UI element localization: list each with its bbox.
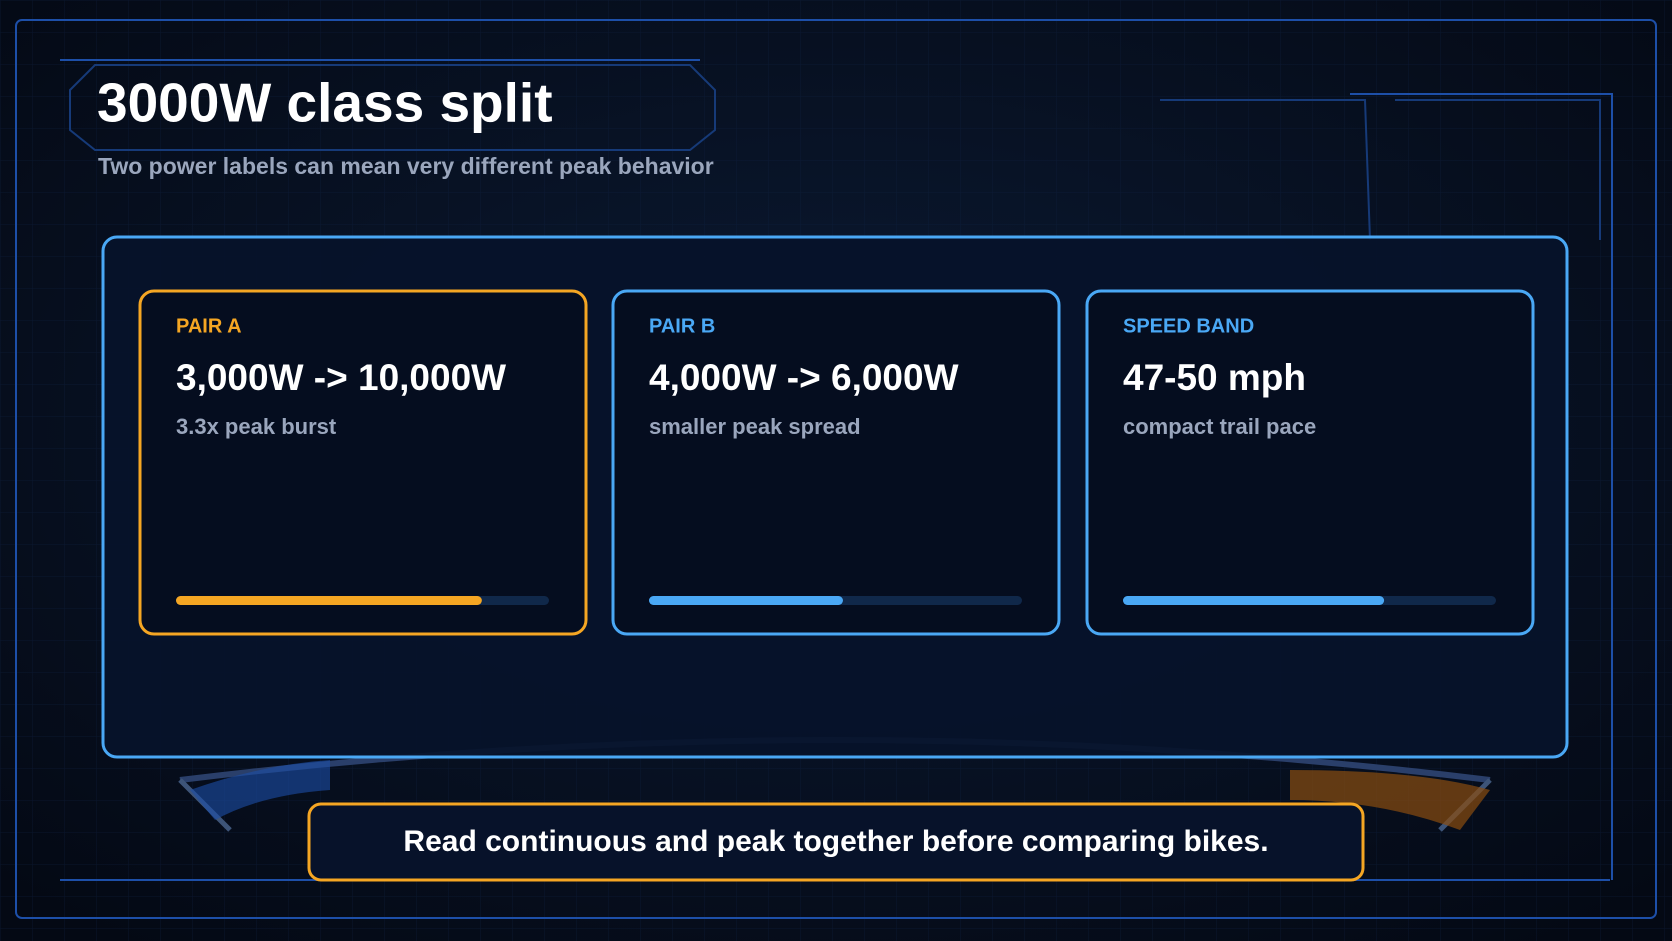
card-value: 4,000W -> 6,000W (649, 357, 959, 398)
footer-note: Read continuous and peak together before… (403, 825, 1268, 858)
card-note: compact trail pace (1123, 414, 1316, 439)
decor-gauge (190, 760, 330, 820)
progress-fill (649, 596, 843, 605)
card-note: 3.3x peak burst (176, 414, 337, 439)
progress-fill (1123, 596, 1385, 605)
card-note: smaller peak spread (649, 414, 861, 439)
cards: PAIR A 3,000W -> 10,000W 3.3x peak burst PA… (138, 289, 1535, 636)
card-label: PAIR A (176, 315, 242, 337)
footer-box (307, 802, 1365, 882)
card-label: PAIR B (649, 315, 715, 337)
card (1085, 289, 1535, 636)
decor-gauge (1290, 770, 1490, 830)
card-value: 47-50 mph (1123, 357, 1306, 398)
card-value: 3,000W -> 10,000W (176, 357, 506, 398)
progress-fill (176, 596, 482, 605)
title: 3000W class split (97, 72, 553, 134)
subtitle: Two power labels can mean very different… (98, 153, 714, 179)
card (611, 289, 1061, 636)
card (138, 289, 588, 636)
card-label: SPEED BAND (1123, 315, 1254, 337)
